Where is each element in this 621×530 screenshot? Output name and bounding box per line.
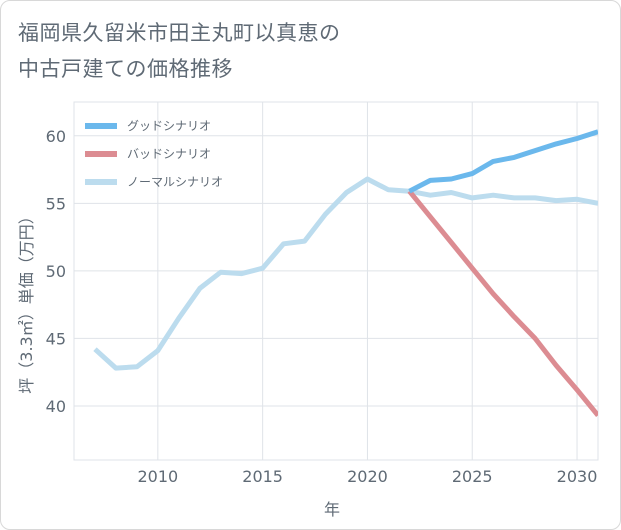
y-tick-label: 60 bbox=[46, 127, 66, 146]
y-tick-label: 55 bbox=[46, 194, 66, 213]
plot-area bbox=[73, 101, 599, 461]
series-line-1 bbox=[408, 129, 598, 194]
x-tick-label: 2015 bbox=[242, 467, 283, 486]
y-tick-label: 45 bbox=[46, 329, 66, 348]
series-line-2 bbox=[407, 189, 598, 417]
y-tick-label: 40 bbox=[46, 397, 66, 416]
legend-label: バッドシナリオ bbox=[127, 147, 211, 161]
x-tick-label: 2030 bbox=[557, 467, 598, 486]
x-axis-title: 年 bbox=[324, 500, 340, 519]
legend-label: グッドシナリオ bbox=[127, 119, 211, 133]
x-tick-label: 2020 bbox=[347, 467, 388, 486]
chart-title: 福岡県久留米市田主丸町以真恵の 中古戸建ての価格推移 bbox=[18, 21, 341, 81]
y-axis-title: 坪（3.3㎡）単価（万円） bbox=[17, 208, 36, 393]
y-tick-label: 50 bbox=[46, 262, 66, 281]
series-line-3 bbox=[93, 176, 598, 371]
legend-label: ノーマルシナリオ bbox=[127, 175, 223, 189]
x-tick-label: 2010 bbox=[137, 467, 178, 486]
x-tick-label: 2025 bbox=[452, 467, 493, 486]
